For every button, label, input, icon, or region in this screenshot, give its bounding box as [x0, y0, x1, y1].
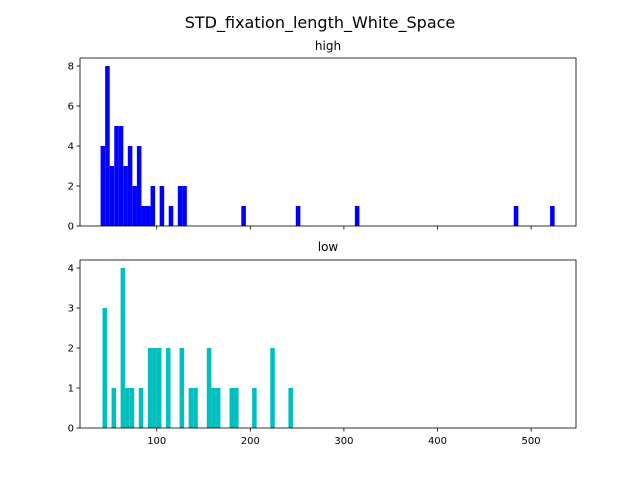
- histogram-bar-low-0: [102, 308, 107, 428]
- histogram-bar-low-18: [252, 388, 257, 428]
- y-tick-label-high-3: 6: [68, 102, 74, 113]
- y-tick-label-high-4: 8: [68, 62, 74, 73]
- panel-title-high: high: [315, 39, 341, 53]
- histogram-bar-low-12: [193, 388, 198, 428]
- histogram-low-panel: low 0 1 2 3 4 100 200 300 400 500: [68, 240, 577, 447]
- histogram-bar-high-9: [141, 206, 147, 226]
- histogram-bar-low-1: [111, 388, 117, 428]
- x-tick-label-low-3: 400: [428, 436, 447, 447]
- y-tick-label-low-1: 1: [68, 384, 74, 395]
- figure-suptitle: STD_fixation_length_White_Space: [185, 13, 456, 33]
- histogram-bar-high-17: [295, 206, 301, 226]
- axes-frame-high: [79, 57, 577, 227]
- histogram-high-panel: high 0 2 4 6 8: [68, 39, 577, 233]
- histogram-bar-high-15: [182, 186, 187, 226]
- histogram-bar-low-9: [166, 348, 171, 428]
- histogram-bar-high-6: [127, 146, 133, 226]
- panel-title-low: low: [318, 240, 339, 254]
- histogram-bar-low-17: [234, 388, 239, 428]
- histogram-bar-high-3: [114, 126, 119, 226]
- histogram-bar-low-5: [138, 388, 144, 428]
- histogram-bar-low-20: [288, 388, 293, 428]
- histogram-bar-high-4: [118, 126, 124, 226]
- histogram-bar-high-11: [150, 186, 156, 226]
- histogram-bar-high-0: [100, 146, 106, 226]
- y-tick-label-low-2: 2: [68, 344, 74, 355]
- histogram-bar-low-7: [152, 348, 157, 428]
- y-tick-label-low-3: 3: [68, 304, 74, 315]
- x-tick-label-low-2: 300: [334, 436, 353, 447]
- y-tick-label-high-0: 0: [68, 222, 74, 233]
- histogram-bar-low-19: [270, 348, 275, 428]
- histogram-bar-low-2: [120, 268, 126, 428]
- x-tick-label-low-1: 200: [241, 436, 260, 447]
- histogram-bar-low-8: [156, 348, 162, 428]
- histogram-bar-high-14: [177, 186, 183, 226]
- histogram-bar-low-14: [211, 388, 216, 428]
- y-tick-label-high-2: 4: [68, 142, 74, 153]
- histogram-bar-low-10: [179, 348, 185, 428]
- histogram-bar-low-16: [229, 388, 235, 428]
- y-tick-label-high-1: 2: [68, 182, 74, 193]
- histogram-bar-low-3: [125, 388, 130, 428]
- histogram-bar-high-20: [550, 206, 555, 226]
- histogram-bar-high-12: [159, 186, 165, 226]
- histogram-bar-high-2: [109, 166, 115, 226]
- histogram-bar-low-15: [215, 388, 221, 428]
- histogram-bar-high-13: [168, 206, 174, 226]
- histogram-bar-high-18: [354, 206, 360, 226]
- histogram-bar-low-11: [188, 388, 194, 428]
- histogram-bar-low-4: [129, 388, 135, 428]
- histogram-bar-high-7: [132, 186, 137, 226]
- histogram-bar-high-5: [123, 166, 128, 226]
- axes-frame-low: [79, 259, 577, 429]
- histogram-bar-high-16: [241, 206, 246, 226]
- x-tick-label-low-4: 500: [522, 436, 541, 447]
- histogram-bar-low-13: [206, 348, 212, 428]
- y-tick-label-low-0: 0: [68, 424, 74, 435]
- x-tick-label-low-0: 100: [147, 436, 166, 447]
- histogram-bar-high-10: [145, 206, 151, 226]
- y-tick-label-low-4: 4: [68, 264, 74, 275]
- histogram-bar-high-8: [136, 146, 142, 226]
- histogram-bar-high-1: [105, 66, 110, 226]
- histogram-bar-high-19: [513, 206, 519, 226]
- histogram-bar-low-6: [147, 348, 153, 428]
